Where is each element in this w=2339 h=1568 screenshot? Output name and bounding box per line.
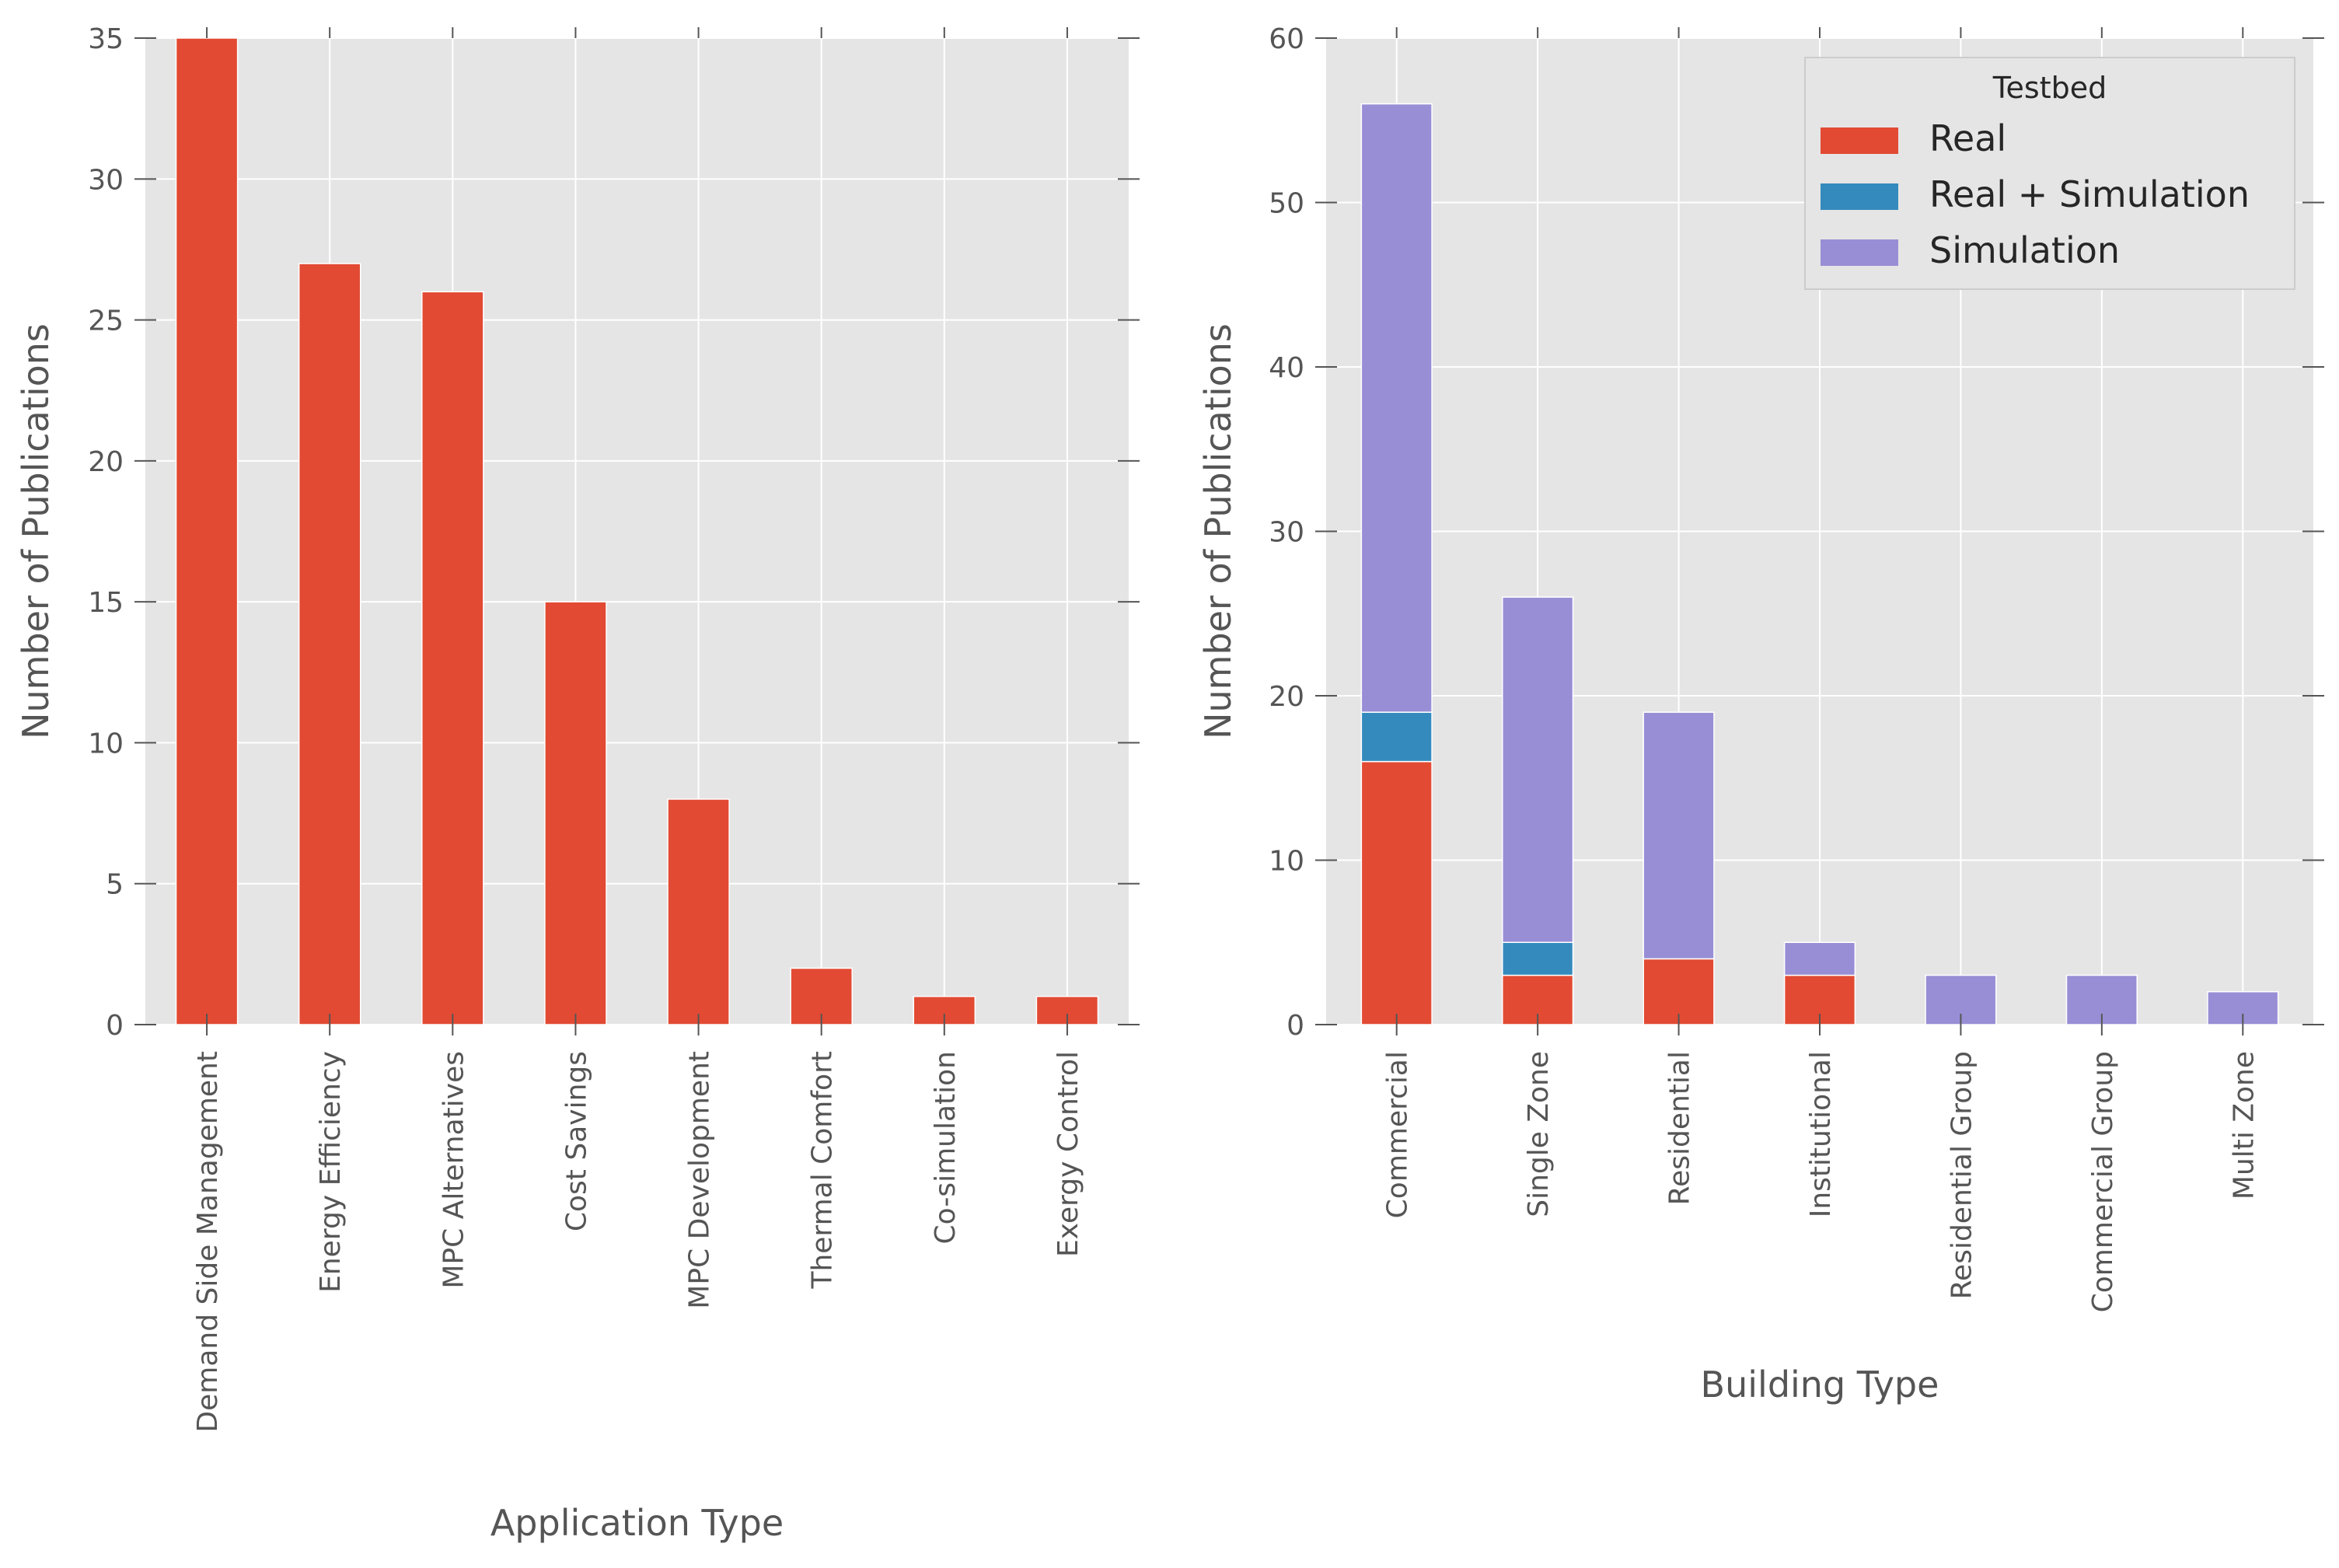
ytick-label: 15	[88, 587, 124, 619]
y-axis-label: Number of Publications	[1197, 323, 1239, 739]
ytick-label: 30	[1269, 517, 1304, 549]
bar-cost-savings	[544, 601, 607, 1025]
legend-swatch-real-simulation	[1821, 183, 1898, 210]
xtick-label-institutional: Institutional	[1805, 1051, 1837, 1217]
application-type-chart: 0 5 10 15 20 25 30 35 Demand Side Management Ener…	[15, 23, 1140, 1544]
legend-swatch-real	[1821, 127, 1898, 154]
ytick-label: 0	[106, 1010, 124, 1042]
xtick-label-residential: Residential	[1664, 1051, 1696, 1205]
ytick-label: 10	[1269, 846, 1304, 878]
xtick-label-co-simulation: Co-simulation	[930, 1051, 962, 1244]
xtick-label-mpc-alternatives: MPC Alternatives	[438, 1051, 470, 1289]
legend-label-real-simulation: Real + Simulation	[1929, 173, 2250, 215]
plot-area	[145, 38, 1129, 1025]
xtick-label-residential-group: Residential Group	[1946, 1051, 1978, 1299]
bar-institutional-simulation	[1783, 941, 1856, 976]
xtick-label-multi-zone: Multi Zone	[2228, 1051, 2260, 1200]
bar-demand-side-management	[175, 37, 239, 1025]
xtick-label-thermal-comfort: Thermal Comfort	[807, 1051, 839, 1290]
xtick-label-single-zone: Single Zone	[1523, 1051, 1555, 1217]
ytick-label: 30	[88, 164, 124, 196]
bar-energy-efficiency	[298, 263, 361, 1025]
legend-label-simulation: Simulation	[1929, 229, 2120, 271]
bar-mpc-development	[667, 798, 730, 1025]
ytick-label: 20	[88, 446, 124, 478]
bar-commercial-real-simulation	[1360, 711, 1433, 763]
legend: Testbed Real Real + Simulation Simulation	[1804, 57, 2295, 290]
bar-commercial-real	[1360, 760, 1433, 1025]
bar-single-zone-simulation	[1502, 596, 1574, 943]
ytick-label: 0	[1286, 1010, 1304, 1042]
ytick-label: 50	[1269, 188, 1304, 220]
ytick-label: 5	[106, 869, 124, 901]
x-axis-label: Building Type	[1701, 1364, 1939, 1406]
xtick-label-mpc-development: MPC Development	[684, 1051, 716, 1309]
y-axis-label: Number of Publications	[15, 323, 57, 739]
ytick-label: 40	[1269, 352, 1304, 384]
legend-swatch-simulation	[1821, 239, 1898, 266]
ytick-label: 25	[88, 306, 124, 337]
xtick-label-demand-side-management: Demand Side Management	[192, 1051, 224, 1433]
xtick-label-exergy-control: Exergy Control	[1053, 1051, 1084, 1257]
ytick-label: 10	[88, 728, 124, 760]
xtick-label-commercial: Commercial	[1382, 1051, 1414, 1218]
xtick-label-commercial-group: Commercial Group	[2087, 1051, 2119, 1312]
ytick-label: 20	[1269, 681, 1304, 713]
xtick-label-energy-efficiency: Energy Efficiency	[315, 1051, 347, 1293]
legend-title: Testbed	[1992, 71, 2107, 105]
bar-residential-real	[1643, 958, 1715, 1025]
ytick-label: 35	[88, 23, 124, 55]
ytick-label: 60	[1269, 23, 1304, 55]
xtick-label-cost-savings: Cost Savings	[560, 1051, 592, 1231]
bar-single-zone-real-simulation	[1502, 941, 1574, 976]
bar-residential-simulation	[1643, 711, 1715, 960]
legend-label-real: Real	[1929, 117, 2006, 159]
building-type-chart: 0 10 20 30 40 50 60 Commercial Single Zone Reside…	[1197, 23, 2324, 1406]
bar-mpc-alternatives	[421, 291, 484, 1025]
x-axis-label: Application Type	[490, 1502, 784, 1544]
bar-commercial-simulation	[1360, 103, 1433, 713]
